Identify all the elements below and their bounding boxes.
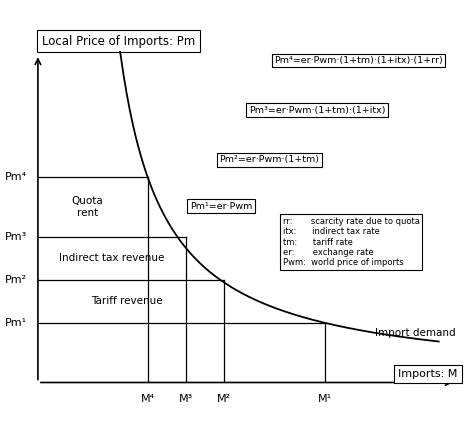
Text: Pm⁴: Pm⁴ <box>5 172 27 182</box>
Text: Pm¹=er·Pwm: Pm¹=er·Pwm <box>190 202 252 211</box>
Text: Import demand: Import demand <box>375 328 456 338</box>
Text: M¹: M¹ <box>318 394 332 404</box>
Text: Pm⁴=er·Pwm·(1+tm)·(1+itx)·(1+rr): Pm⁴=er·Pwm·(1+tm)·(1+itx)·(1+rr) <box>274 56 443 65</box>
Text: M²: M² <box>217 394 230 404</box>
Text: Pm²: Pm² <box>5 275 27 285</box>
Text: Tariff revenue: Tariff revenue <box>91 296 163 306</box>
Text: Pm³=er·Pwm·(1+tm)·(1+itx): Pm³=er·Pwm·(1+tm)·(1+itx) <box>249 106 385 115</box>
Text: M³: M³ <box>178 394 193 404</box>
Text: Pm³: Pm³ <box>5 232 27 242</box>
Text: Quota
rent: Quota rent <box>72 196 103 218</box>
Text: M⁴: M⁴ <box>141 394 155 404</box>
Text: Pm²=er·Pwm·(1+tm): Pm²=er·Pwm·(1+tm) <box>219 156 319 164</box>
Text: Local Price of Imports: Pm: Local Price of Imports: Pm <box>42 35 195 48</box>
Text: Imports: M: Imports: M <box>398 369 458 379</box>
Text: rr:       scarcity rate due to quota
itx:      indirect tax rate
tm:      tariff: rr: scarcity rate due to quota itx: indi… <box>283 217 419 267</box>
Text: Pm¹: Pm¹ <box>5 318 27 328</box>
Text: Indirect tax revenue: Indirect tax revenue <box>59 253 164 263</box>
